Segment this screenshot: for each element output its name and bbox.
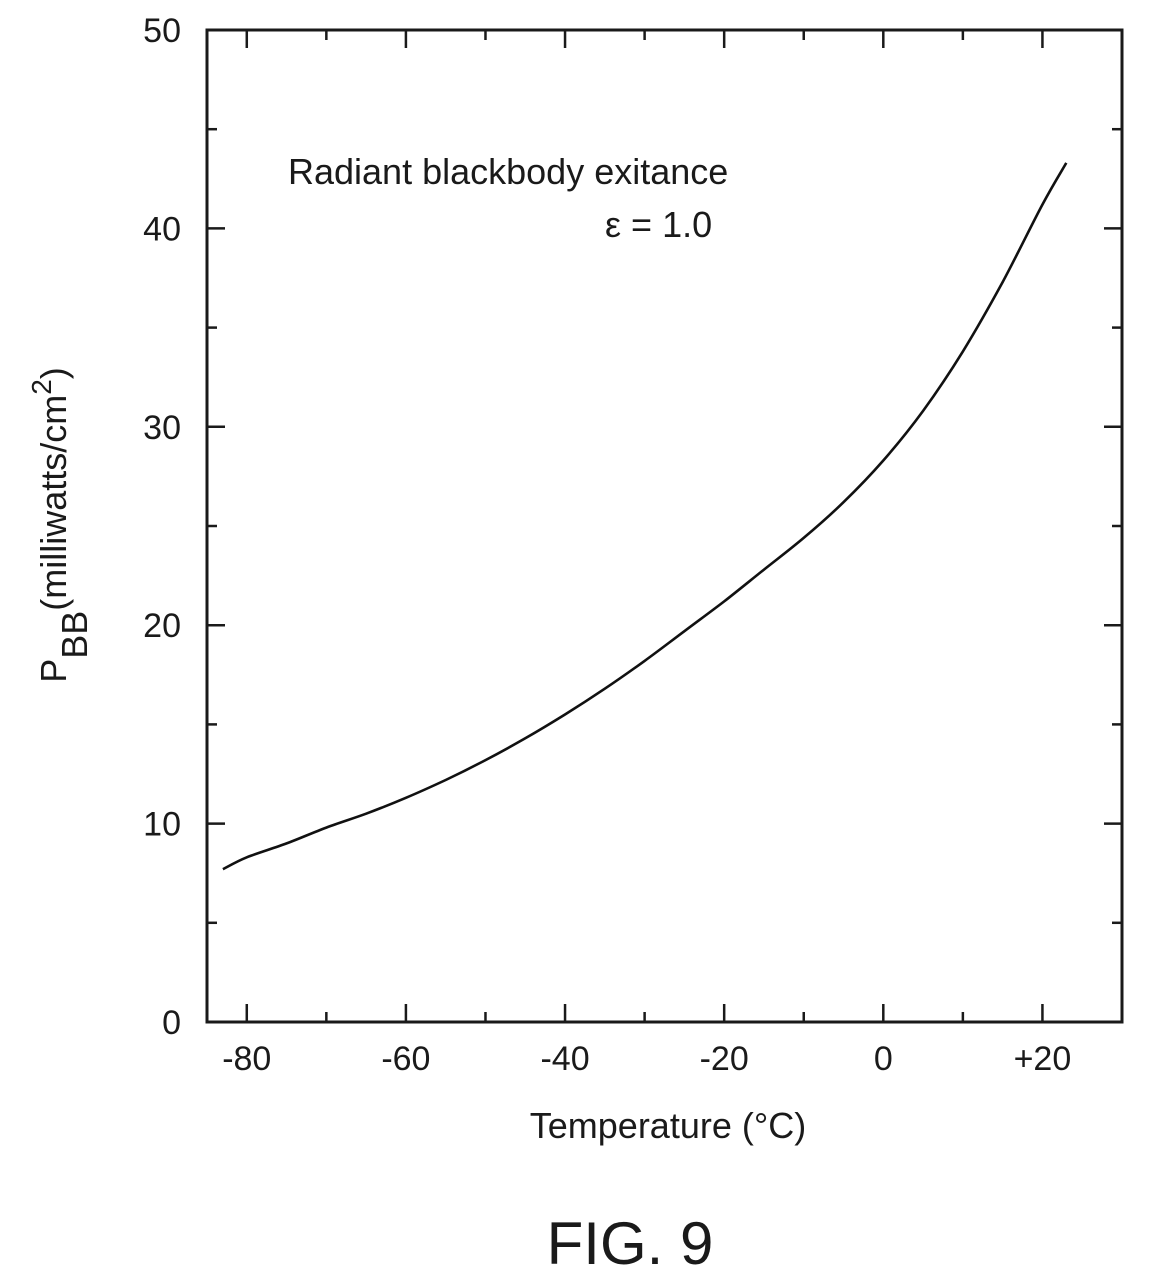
y-tick-labels: 0 10 20 30 40 50 xyxy=(143,12,181,1042)
y-tick-label: 40 xyxy=(143,210,181,248)
annotation-title: Radiant blackbody exitance xyxy=(288,151,728,192)
plot-area xyxy=(205,28,1124,1024)
x-tick-labels: -80 -60 -40 -20 0 +20 xyxy=(222,1040,1071,1078)
tick-marks xyxy=(207,28,1122,1024)
x-axis-label: Temperature (°C) xyxy=(530,1105,806,1146)
x-tick-label: 0 xyxy=(874,1040,893,1078)
y-tick-label: 50 xyxy=(143,12,181,50)
y-axis-label-close: ) xyxy=(33,367,74,379)
y-tick-label: 30 xyxy=(143,409,181,447)
x-tick-label: -20 xyxy=(700,1040,749,1078)
y-tick-label: 20 xyxy=(143,607,181,645)
x-tick-label: -40 xyxy=(540,1040,589,1078)
y-tick-label: 10 xyxy=(143,806,181,844)
y-axis-label-base: P xyxy=(33,659,74,683)
x-tick-label: -60 xyxy=(381,1040,430,1078)
annotation-emissivity: ε = 1.0 xyxy=(605,204,712,245)
y-tick-label: 0 xyxy=(162,1004,181,1042)
x-tick-label: -80 xyxy=(222,1040,271,1078)
y-axis-label-subscript: BB xyxy=(54,611,95,659)
y-axis-label-unit: (milliwatts/cm xyxy=(33,395,74,611)
series-line xyxy=(222,162,1068,871)
y-axis-label-superscript: 2 xyxy=(26,379,57,395)
x-tick-label: +20 xyxy=(1014,1040,1072,1078)
figure-caption: FIG. 9 xyxy=(547,1210,714,1277)
y-axis-label: PBB(milliwatts/cm2) xyxy=(26,367,95,683)
